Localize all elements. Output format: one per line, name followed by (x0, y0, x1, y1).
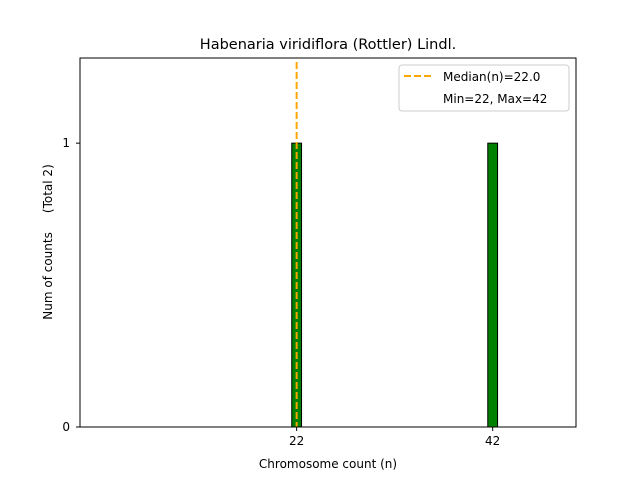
legend-median-label: Median(n)=22.0 (443, 70, 540, 84)
plot-frame (79, 57, 577, 428)
y-tick-label: 1 (62, 136, 70, 150)
bar (487, 142, 499, 428)
legend: Median(n)=22.0 Min=22, Max=42 (398, 64, 570, 112)
y-tick-label: 0 (62, 420, 70, 434)
legend-range-label: Min=22, Max=42 (443, 92, 547, 106)
legend-box (398, 64, 570, 112)
x-axis-label: Chromosome count (n) (259, 457, 397, 471)
y-axis-label: Num of counts (Total 2) (41, 164, 55, 319)
chart-title: Habenaria viridiflora (Rottler) Lindl. (200, 37, 456, 53)
x-tick-label: 42 (485, 434, 500, 448)
x-tick-label: 22 (289, 434, 304, 448)
